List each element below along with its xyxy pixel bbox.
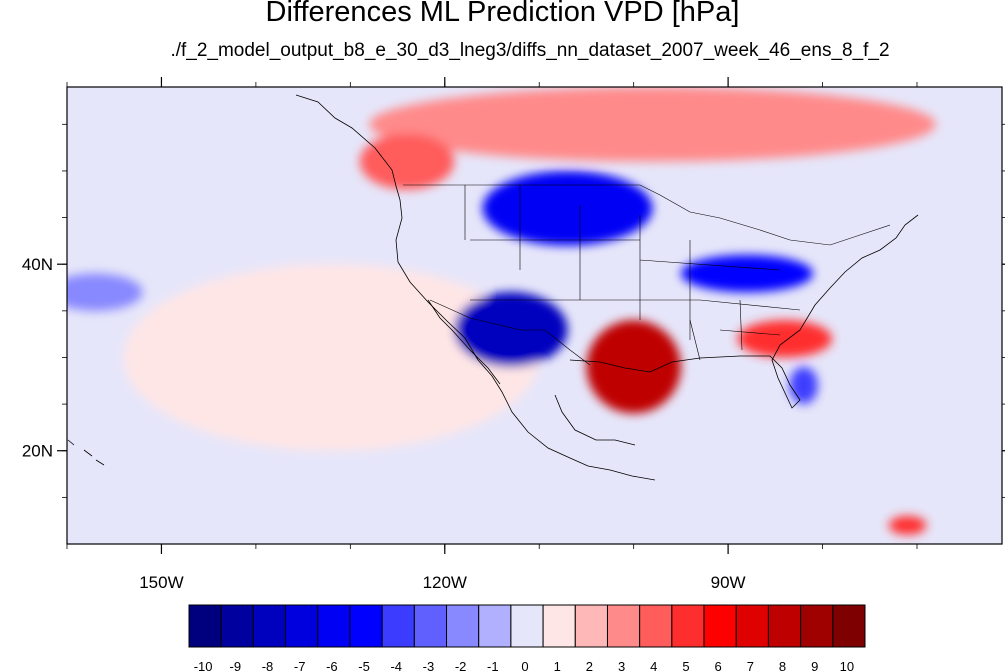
colorbar-swatch bbox=[767, 604, 802, 648]
colorbar-label: 9 bbox=[811, 659, 818, 672]
lon-tick-label: 120W bbox=[423, 573, 467, 592]
colorbar-label: 8 bbox=[779, 659, 786, 672]
colorbar-swatch bbox=[671, 604, 705, 648]
colorbar-swatch bbox=[542, 604, 576, 648]
colorbar-label: 1 bbox=[554, 659, 561, 672]
region-southern-plains-warm-anomaly bbox=[586, 320, 681, 414]
colorbar-label: 4 bbox=[650, 659, 657, 672]
colorbar-label: -10 bbox=[194, 659, 213, 672]
colorbar-swatch bbox=[574, 604, 608, 648]
colorbar-label: -4 bbox=[390, 659, 402, 672]
colorbar: -10 -9 -8 -7 -6 -5 -4 -3 -2 -1 0 1 2 3 4 5 6 7 8 9 10 bbox=[188, 604, 866, 672]
coastlines bbox=[67, 94, 919, 481]
colorbar-label: -3 bbox=[423, 659, 435, 672]
region-canada-warm-anomaly bbox=[369, 87, 936, 162]
colorbar-swatch bbox=[446, 604, 480, 648]
lat-tick-label: 40N bbox=[22, 255, 53, 274]
colorbar-swatch bbox=[639, 604, 673, 648]
colorbar-swatch bbox=[478, 604, 512, 648]
colorbar-swatch bbox=[188, 604, 222, 648]
lon-tick-label: 90W bbox=[711, 573, 746, 592]
region-southeast-warm-anomaly bbox=[737, 320, 832, 358]
region-northern-plains-cold-anomaly bbox=[482, 170, 653, 246]
region-caribbean-warm-patch bbox=[888, 516, 927, 535]
colorbar-label: -2 bbox=[455, 659, 467, 672]
colorbar-label: 0 bbox=[521, 659, 528, 672]
colorbar-swatch bbox=[510, 604, 544, 648]
region-southwest-cold-anomaly bbox=[454, 292, 568, 367]
colorbar-label: -5 bbox=[358, 659, 370, 672]
region-northwest-warm-anomaly bbox=[359, 133, 455, 190]
colorbar-swatch bbox=[735, 604, 769, 648]
lon-tick-label: 150W bbox=[139, 573, 183, 592]
colorbar-label: -7 bbox=[294, 659, 306, 672]
colorbar-label: 10 bbox=[840, 659, 854, 672]
colorbar-label: -1 bbox=[487, 659, 499, 672]
colorbar-label: 6 bbox=[715, 659, 722, 672]
map-title: Differences ML Prediction VPD [hPa] bbox=[265, 0, 740, 28]
region-florida-cold-anomaly bbox=[789, 366, 818, 405]
colorbar-swatch bbox=[349, 604, 383, 648]
colorbar-label: -6 bbox=[326, 659, 338, 672]
colorbar-swatch bbox=[606, 604, 641, 648]
lat-tick-label: 20N bbox=[22, 442, 53, 461]
colorbar-swatch bbox=[832, 604, 866, 648]
colorbar-swatch bbox=[285, 604, 319, 648]
map-plot-area bbox=[67, 87, 1002, 544]
region-eastern-pacific-cold-patch bbox=[67, 273, 143, 311]
axis-ticks: 150W 120W 90W 40N 20N bbox=[22, 77, 1005, 592]
colorbar-label: 5 bbox=[682, 659, 689, 672]
colorbar-swatch bbox=[252, 604, 287, 648]
colorbar-label: 7 bbox=[747, 659, 754, 672]
map-frame bbox=[66, 86, 1003, 545]
colorbar-swatch bbox=[220, 604, 254, 648]
colorbar-label: 3 bbox=[618, 659, 625, 672]
colorbar-swatch bbox=[703, 604, 737, 648]
colorbar-swatch bbox=[413, 604, 448, 648]
colorbar-swatch bbox=[800, 604, 834, 648]
colorbar-label: 2 bbox=[586, 659, 593, 672]
state-borders bbox=[403, 184, 891, 366]
colorbar-swatch bbox=[317, 604, 351, 648]
region-midwest-cold-anomaly bbox=[680, 254, 814, 293]
map-subtitle: ./f_2_model_output_b8_e_30_d3_lneg3/diff… bbox=[170, 40, 890, 61]
colorbar-label: -9 bbox=[230, 659, 242, 672]
colorbar-swatch bbox=[381, 604, 415, 648]
colorbar-label: -8 bbox=[262, 659, 274, 672]
